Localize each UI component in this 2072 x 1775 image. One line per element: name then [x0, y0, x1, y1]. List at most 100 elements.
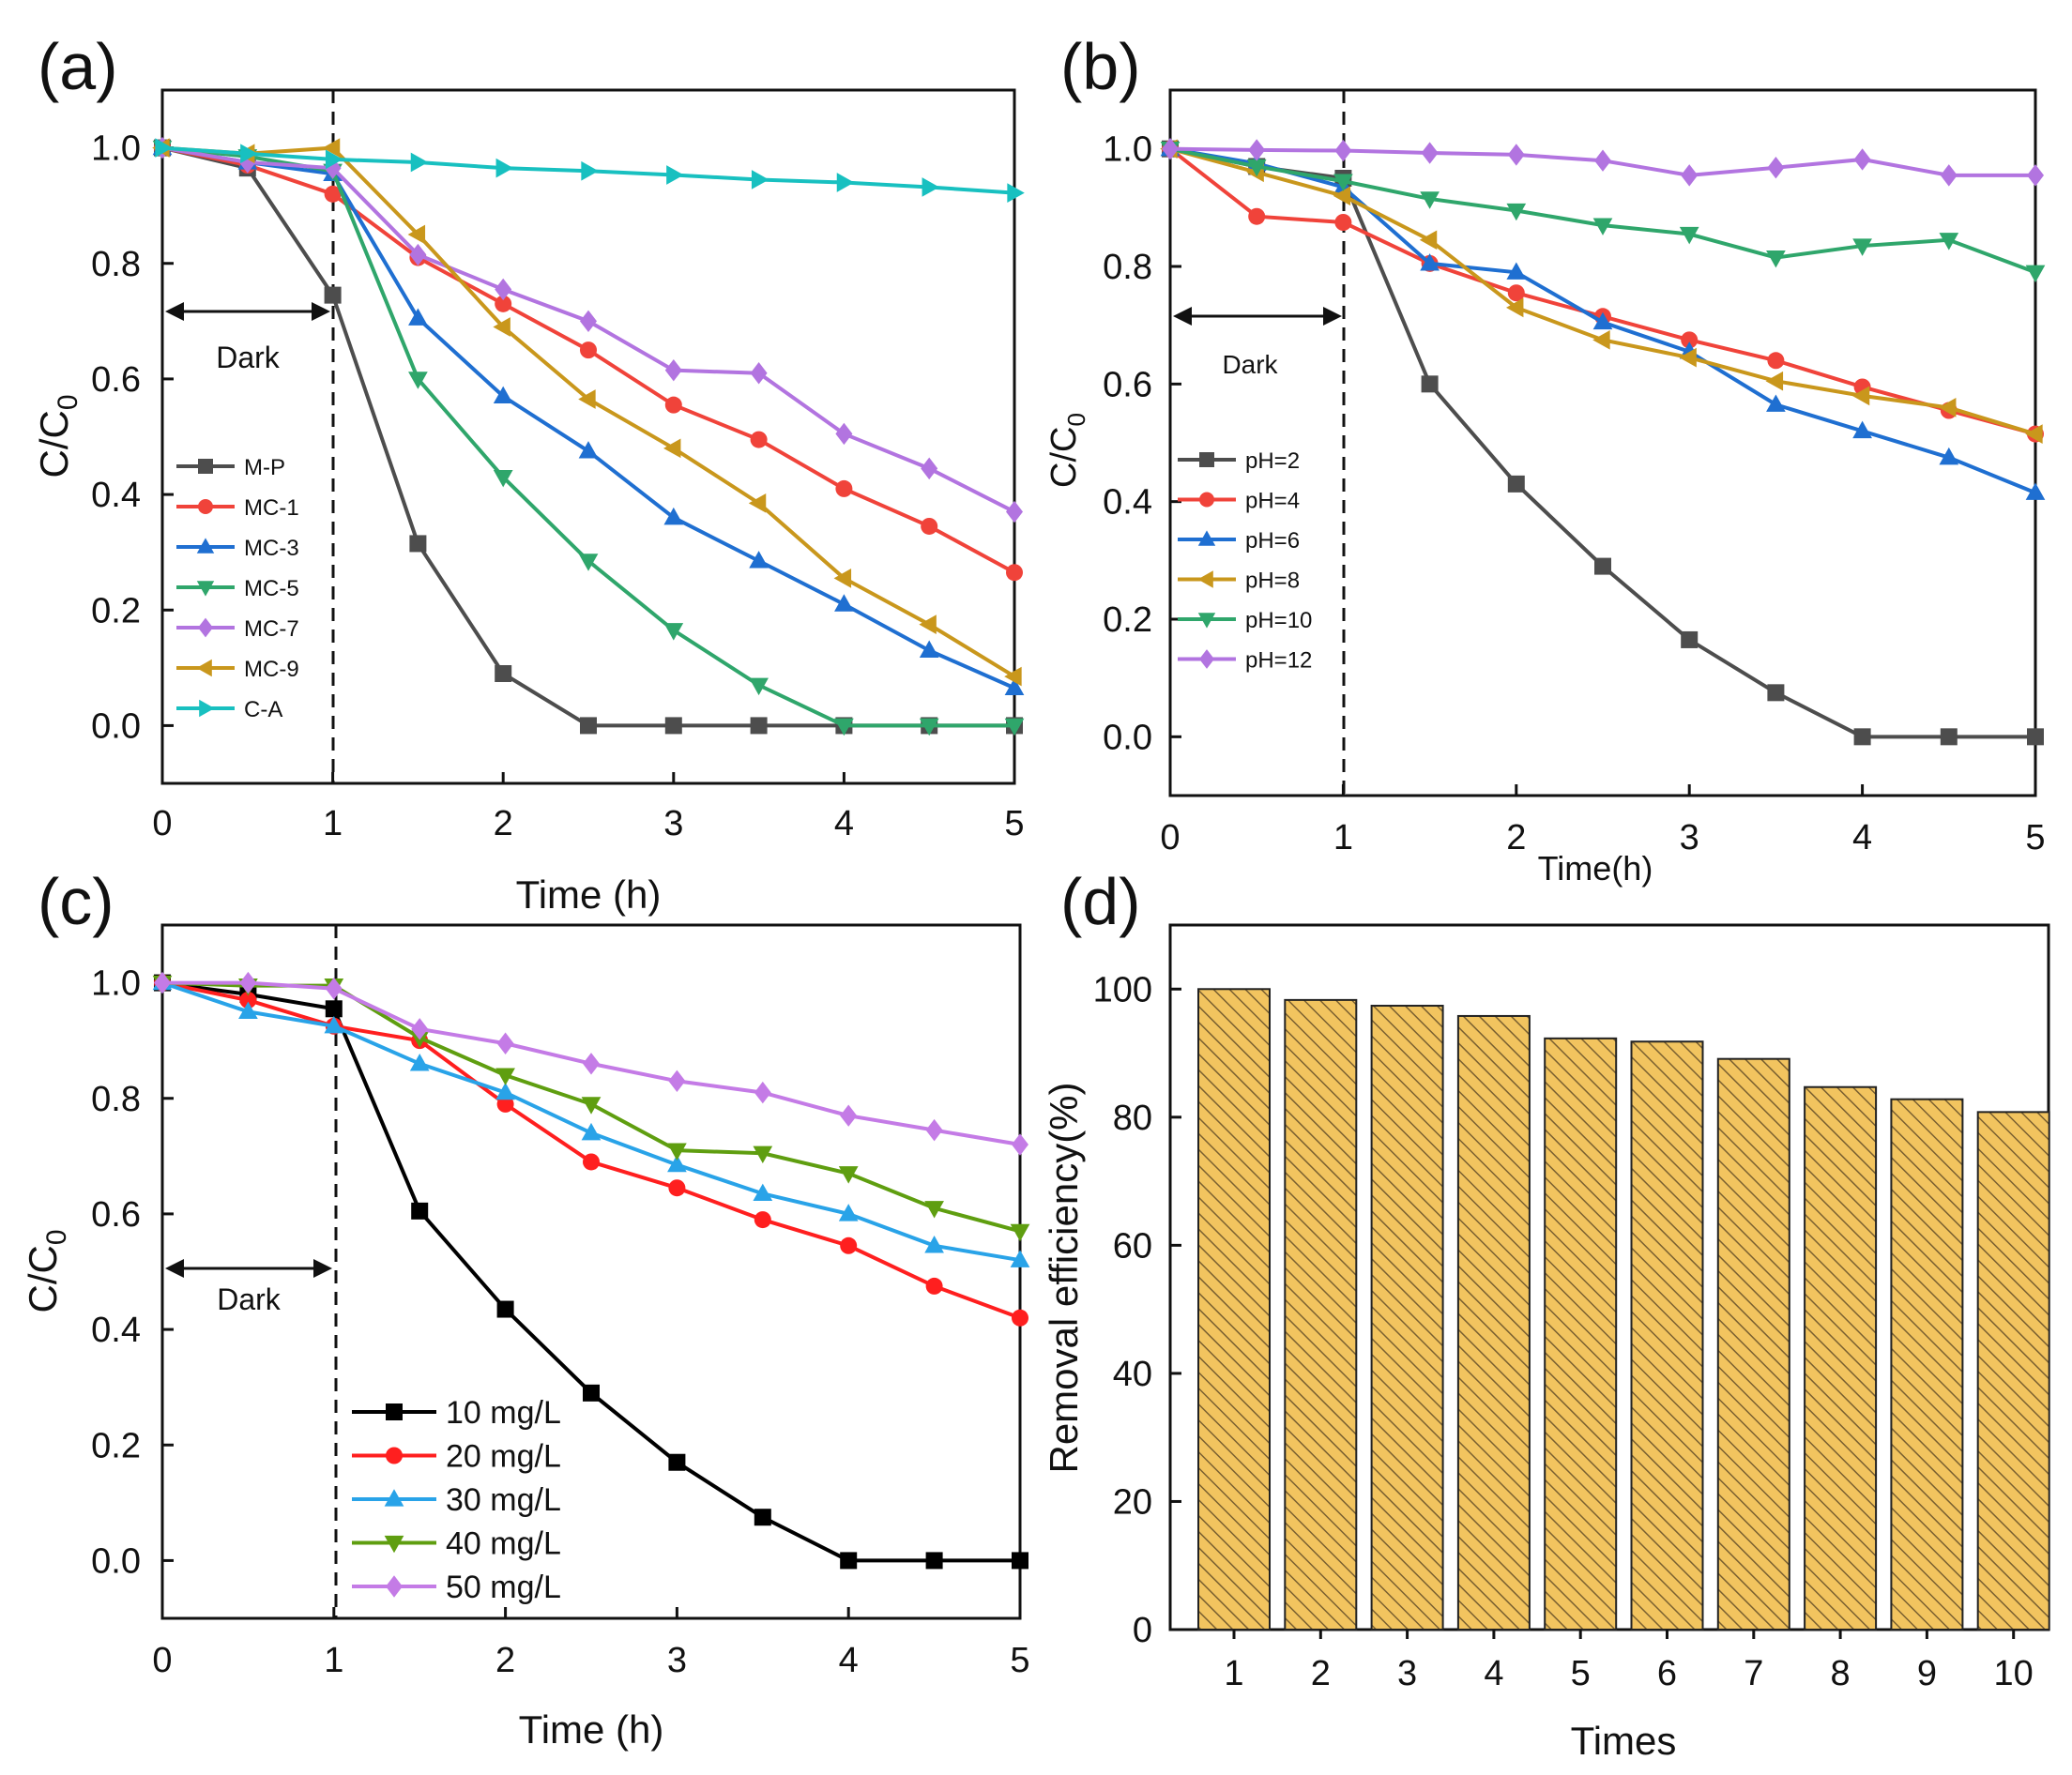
- legend-label: M-P: [244, 455, 285, 480]
- data-point: [495, 278, 512, 301]
- legend-item-50-mg-l: 50 mg/L: [352, 1570, 561, 1605]
- data-point: [834, 594, 854, 612]
- bar-1: [1197, 988, 1271, 1631]
- legend-marker: [386, 1575, 403, 1598]
- data-point: [1004, 718, 1025, 736]
- data-point: [583, 1053, 600, 1075]
- panel-a-plot-frame: [160, 88, 1016, 785]
- y-tick-label: 0.4: [91, 476, 141, 515]
- data-point: [754, 1211, 771, 1229]
- data-point: [924, 1201, 944, 1219]
- panel-a-dark-annotation: Dark: [165, 90, 335, 783]
- legend-item-10-mg-l: 10 mg/L: [352, 1395, 561, 1431]
- data-point: [495, 664, 512, 682]
- data-point: [581, 1122, 602, 1141]
- legend-label: pH=10: [1245, 608, 1312, 633]
- data-point: [408, 308, 428, 326]
- data-point: [493, 469, 513, 488]
- data-point: [919, 640, 939, 659]
- data-point: [663, 438, 681, 459]
- data-point: [583, 1384, 600, 1402]
- x-tick-label: 5: [1571, 1654, 1591, 1693]
- data-point: [580, 717, 597, 735]
- y-tick-label: 0.6: [1103, 365, 1152, 404]
- legend-label: 10 mg/L: [446, 1395, 561, 1431]
- legend-label: pH=4: [1245, 489, 1300, 514]
- data-point: [1248, 207, 1266, 225]
- series-line-ph-4: [1168, 147, 2036, 436]
- y-tick-label: 0.4: [1103, 483, 1152, 523]
- data-point: [1010, 1250, 1030, 1267]
- x-tick-label: 3: [663, 804, 683, 843]
- data-point: [1333, 174, 1353, 191]
- legend-marker: [1197, 530, 1216, 546]
- legend-item-mc-3: MC-3: [176, 536, 299, 561]
- panel-c-dark-arrow-left-head: [165, 1259, 184, 1278]
- data-point: [1939, 233, 1959, 250]
- data-point: [1852, 420, 1872, 439]
- data-point: [1162, 137, 1179, 160]
- legend-marker: [384, 1535, 404, 1554]
- legend-item-ph-12: pH=12: [1178, 648, 1312, 674]
- data-point: [1421, 142, 1439, 164]
- series-m-p: [154, 139, 1023, 735]
- data-point: [754, 1081, 771, 1104]
- x-tick-label: 0: [152, 804, 172, 843]
- data-point: [925, 1552, 943, 1570]
- data-point: [751, 170, 769, 190]
- legend-label: pH=12: [1245, 648, 1312, 674]
- legend-marker: [1199, 452, 1214, 467]
- data-point: [496, 1032, 514, 1054]
- data-point: [583, 1153, 600, 1171]
- data-point: [748, 493, 767, 513]
- bar-4: [1456, 1014, 1531, 1631]
- legend-item-mc-1: MC-1: [176, 495, 299, 521]
- data-point: [667, 1143, 687, 1161]
- panel-d-label: (d): [1060, 865, 1141, 938]
- data-point: [1681, 164, 1699, 187]
- bar-9: [1890, 1098, 1964, 1631]
- legend-label: MC-9: [244, 657, 299, 682]
- data-point: [239, 971, 257, 994]
- data-point: [1940, 164, 1958, 187]
- series-line-ph-8: [1169, 146, 2036, 436]
- y-tick-label: 0.2: [1103, 600, 1152, 640]
- series-20-mg-l: [154, 974, 1028, 1327]
- legend-item-ph-2: pH=2: [1178, 448, 1300, 474]
- panel-b-xlabel: Time(h): [1538, 849, 1653, 888]
- legend-label: pH=6: [1245, 528, 1300, 554]
- data-point: [1012, 1133, 1028, 1156]
- x-tick-label: 2: [495, 1641, 515, 1680]
- data-point: [919, 718, 939, 736]
- legend-item-30-mg-l: 30 mg/L: [352, 1482, 561, 1518]
- x-tick-label: 3: [667, 1641, 687, 1680]
- data-point: [496, 1300, 514, 1318]
- panel-a-dark-label: Dark: [216, 341, 281, 374]
- panel-b-legend: pH=2 pH=4 pH=6 pH=8 pH=10 pH=12: [1178, 448, 1312, 674]
- y-tick-label: 0.8: [1103, 248, 1152, 287]
- legend-item-c-a: C-A: [176, 697, 282, 722]
- panel-b-dark-label: Dark: [1222, 350, 1278, 379]
- series-ph-12: [1162, 137, 2044, 187]
- x-tick-label: 5: [2025, 818, 2045, 857]
- x-tick-label: 0: [152, 1641, 172, 1680]
- data-point: [1679, 226, 1699, 245]
- x-tick-label: 3: [1680, 818, 1699, 857]
- data-point: [1766, 394, 1786, 412]
- panel-c-ylabel: C/C0: [21, 1229, 72, 1312]
- x-tick-label: 1: [1333, 818, 1353, 857]
- data-point: [1507, 144, 1525, 166]
- data-point: [411, 1202, 429, 1220]
- legend-item-ph-8: pH=8: [1178, 569, 1300, 594]
- data-point: [1334, 139, 1352, 162]
- legend-item-ph-4: pH=4: [1178, 489, 1300, 514]
- data-point: [322, 138, 341, 158]
- legend-marker: [1197, 570, 1213, 588]
- data-point: [663, 623, 684, 641]
- bar-10: [1976, 1111, 2050, 1631]
- bar-6: [1630, 1040, 1704, 1631]
- data-point: [1594, 557, 1611, 575]
- data-point: [753, 1183, 773, 1202]
